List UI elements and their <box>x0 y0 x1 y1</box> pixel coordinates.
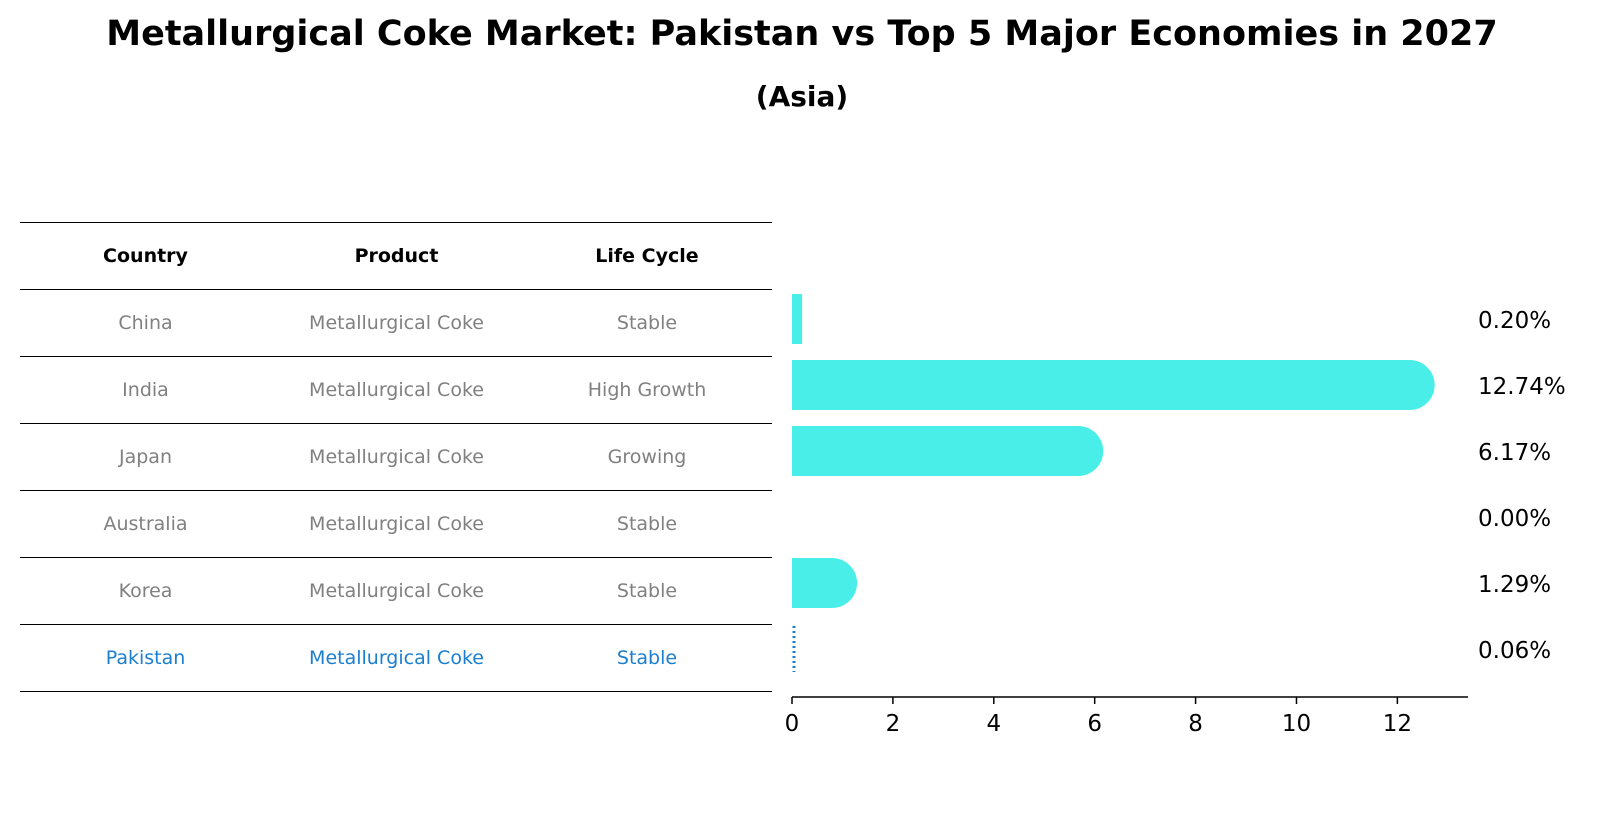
cell-country: Japan <box>119 446 172 468</box>
cell-product: Metallurgical Coke <box>309 379 484 401</box>
cell-country: Pakistan <box>105 647 186 669</box>
table-row: Korea Metallurgical Coke Stable <box>20 558 772 625</box>
bar <box>792 426 1104 476</box>
cell-country: China <box>118 312 173 334</box>
cell-product: Metallurgical Coke <box>309 312 484 334</box>
header-product: Product <box>354 245 439 267</box>
x-tick-label: 4 <box>986 711 1001 737</box>
cell-country: Australia <box>103 513 188 535</box>
x-tick-label: 12 <box>1383 711 1412 737</box>
table-row: India Metallurgical Coke High Growth <box>20 357 772 424</box>
cell-product: Metallurgical Coke <box>309 580 484 602</box>
data-table: Country Product Life Cycle China Metallu… <box>20 222 772 692</box>
cell-country: India <box>122 379 169 401</box>
x-tick-label: 2 <box>886 711 901 737</box>
bar-value-label: 0.00% <box>1478 506 1551 532</box>
table-row-highlighted: Pakistan Metallurgical Coke Stable <box>20 625 772 692</box>
cell-life-cycle: Stable <box>616 513 678 535</box>
bar-value-label: 6.17% <box>1478 440 1551 466</box>
cell-life-cycle: High Growth <box>587 379 707 401</box>
x-tick-label: 6 <box>1087 711 1102 737</box>
cell-product: Metallurgical Coke <box>309 446 484 468</box>
bar <box>792 294 803 344</box>
bar-value-label: 0.06% <box>1478 638 1551 664</box>
bar-value-label: 0.20% <box>1478 308 1551 334</box>
header-life-cycle: Life Cycle <box>595 245 699 267</box>
cell-life-cycle: Stable <box>616 580 678 602</box>
bar-value-label: 12.74% <box>1478 374 1566 400</box>
chart-subtitle: (Asia) <box>755 80 849 113</box>
x-tick-label: 0 <box>785 711 800 737</box>
header-country: Country <box>103 245 188 267</box>
table-row: Japan Metallurgical Coke Growing <box>20 424 772 491</box>
cell-product: Metallurgical Coke <box>309 647 484 669</box>
bar-value-label: 1.29% <box>1478 572 1551 598</box>
table-header-row: Country Product Life Cycle <box>20 222 772 290</box>
cell-life-cycle: Stable <box>616 647 678 669</box>
x-tick-label: 10 <box>1282 711 1311 737</box>
bar <box>792 558 858 608</box>
table-row: China Metallurgical Coke Stable <box>20 290 772 357</box>
chart-title: Metallurgical Coke Market: Pakistan vs T… <box>106 14 1498 54</box>
table-row: Australia Metallurgical Coke Stable <box>20 491 772 558</box>
cell-life-cycle: Growing <box>607 446 687 468</box>
cell-life-cycle: Stable <box>616 312 678 334</box>
bar <box>792 360 1435 410</box>
x-tick-label: 8 <box>1188 711 1203 737</box>
cell-product: Metallurgical Coke <box>309 513 484 535</box>
cell-country: Korea <box>118 580 173 602</box>
